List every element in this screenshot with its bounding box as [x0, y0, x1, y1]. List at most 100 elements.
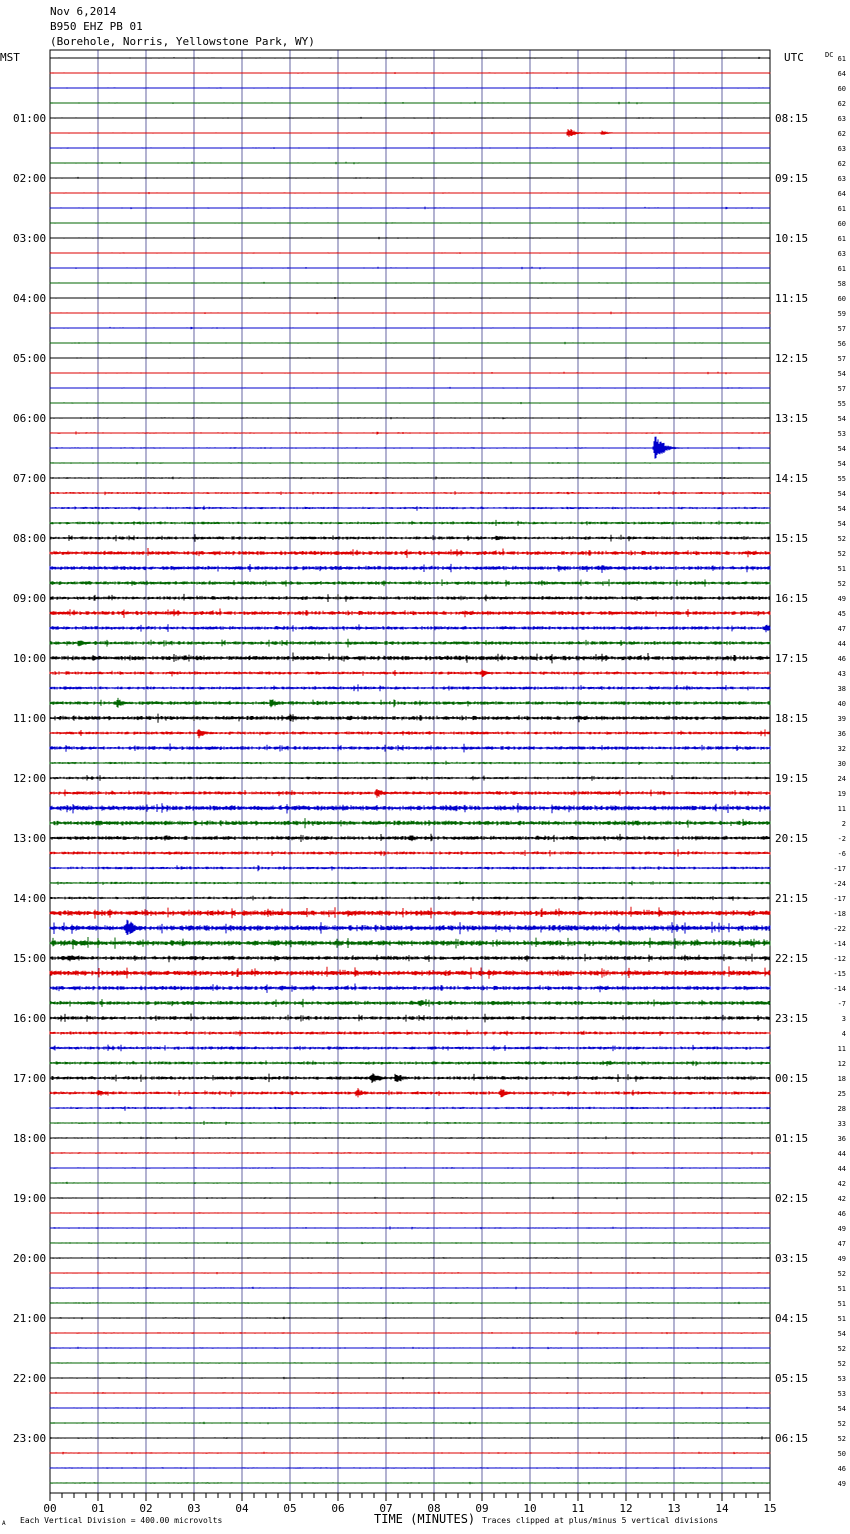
x-tick-label: 14 [715, 1502, 729, 1515]
dc-offset-value: 55 [838, 400, 846, 408]
dc-offset-value: 54 [838, 445, 846, 453]
clip-note: Traces clipped at plus/minus 5 vertical … [482, 1516, 718, 1525]
dc-offset-value: 36 [838, 730, 846, 738]
mst-hour-label: 21:00 [13, 1312, 46, 1325]
mst-hour-label: 07:00 [13, 472, 46, 485]
utc-hour-label: 12:15 [775, 352, 808, 365]
seismic-traces [49, 56, 771, 1485]
x-tick-label: 06 [331, 1502, 344, 1515]
utc-hour-label: 14:15 [775, 472, 808, 485]
dc-offset-value: 53 [838, 1375, 846, 1383]
dc-offset-value: 58 [838, 280, 846, 288]
dc-offset-value: -7 [838, 1000, 846, 1008]
mst-hour-label: 14:00 [13, 892, 46, 905]
dc-offset-value: 42 [838, 1195, 846, 1203]
dc-offset-value: 61 [838, 55, 846, 63]
utc-hour-label: 02:15 [775, 1192, 808, 1205]
corner-mark: A [2, 1520, 6, 1527]
dc-offset-value: -6 [838, 850, 846, 858]
dc-label: DC [825, 51, 833, 59]
dc-offset-value: 62 [838, 130, 846, 138]
dc-offset-value: 44 [838, 1150, 846, 1158]
utc-hour-label: 16:15 [775, 592, 808, 605]
dc-offset-value: 52 [838, 1435, 846, 1443]
dc-offset-value: 62 [838, 160, 846, 168]
dc-offset-value: 11 [838, 805, 846, 813]
header-date: Nov 6,2014 [50, 5, 117, 18]
dc-offset-value: 54 [838, 415, 846, 423]
dc-offset-value: 2 [842, 820, 846, 828]
mst-hour-label: 15:00 [13, 952, 46, 965]
utc-hour-label: 05:15 [775, 1372, 808, 1385]
x-tick-label: 10 [523, 1502, 536, 1515]
utc-hour-label: 08:15 [775, 112, 808, 125]
x-tick-label: 09 [475, 1502, 488, 1515]
x-tick-label: 07 [379, 1502, 392, 1515]
dc-offset-value: 51 [838, 1285, 846, 1293]
utc-hour-label: 20:15 [775, 832, 808, 845]
dc-offset-value: 19 [838, 790, 846, 798]
dc-offset-value: 30 [838, 760, 846, 768]
dc-offset-value: 56 [838, 340, 846, 348]
dc-offset-value: 49 [838, 1480, 846, 1488]
mst-hour-label: 03:00 [13, 232, 46, 245]
dc-offset-value: -12 [833, 955, 846, 963]
dc-offset-value: -15 [833, 970, 846, 978]
mst-hour-label: 08:00 [13, 532, 46, 545]
scale-note: Each Vertical Division = 400.00 microvol… [20, 1516, 222, 1525]
dc-offset-value: 63 [838, 250, 846, 258]
dc-offset-value: -17 [833, 865, 846, 873]
dc-offset-value: 63 [838, 145, 846, 153]
dc-offset-value: 49 [838, 1225, 846, 1233]
dc-offset-value: 61 [838, 235, 846, 243]
dc-offset-value: 12 [838, 1060, 846, 1068]
utc-hour-label: 22:15 [775, 952, 808, 965]
x-axis-ticks: 00 01 02 03 04 05 06 07 08 09 10 11 12 13 14 15 [43, 1493, 777, 1515]
dc-offset-value: 42 [838, 1180, 846, 1188]
dc-offset-value: 64 [838, 70, 846, 78]
mst-hour-label: 16:00 [13, 1012, 46, 1025]
utc-hour-label: 04:15 [775, 1312, 808, 1325]
dc-offset-value: 59 [838, 310, 846, 318]
dc-offset-value: 25 [838, 1090, 846, 1098]
utc-hour-label: 18:15 [775, 712, 808, 725]
x-tick-label: 00 [43, 1502, 56, 1515]
utc-hour-label: 21:15 [775, 892, 808, 905]
mst-hour-label: 22:00 [13, 1372, 46, 1385]
mst-hour-label: 23:00 [13, 1432, 46, 1445]
dc-offset-value: 49 [838, 595, 846, 603]
mst-hour-label: 05:00 [13, 352, 46, 365]
mst-hour-label: 20:00 [13, 1252, 46, 1265]
x-tick-label: 15 [763, 1502, 776, 1515]
x-tick-label: 08 [427, 1502, 440, 1515]
dc-offset-value: 53 [838, 430, 846, 438]
dc-offset-value: 54 [838, 370, 846, 378]
dc-offset-value: -18 [833, 910, 846, 918]
x-tick-label: 13 [667, 1502, 680, 1515]
x-tick-label: 02 [139, 1502, 152, 1515]
dc-offset-value: 51 [838, 1300, 846, 1308]
dc-offset-value: 55 [838, 475, 846, 483]
dc-offset-value: 63 [838, 175, 846, 183]
mst-hour-label: 19:00 [13, 1192, 46, 1205]
utc-hour-label: 23:15 [775, 1012, 808, 1025]
dc-offset-value: 18 [838, 1075, 846, 1083]
seismic-trace [49, 919, 771, 935]
mst-hour-label: 10:00 [13, 652, 46, 665]
dc-offset-value: -2 [838, 835, 846, 843]
mst-hour-label: 06:00 [13, 412, 46, 425]
dc-offset-value: 49 [838, 1255, 846, 1263]
dc-offset-value: 45 [838, 610, 846, 618]
dc-offset-value: 54 [838, 460, 846, 468]
dc-offset-value: 39 [838, 715, 846, 723]
dc-offset-value: 47 [838, 1240, 846, 1248]
dc-offset-value: 32 [838, 745, 846, 753]
x-tick-label: 05 [283, 1502, 296, 1515]
dc-offset-value: 28 [838, 1105, 846, 1113]
x-tick-label: 01 [91, 1502, 104, 1515]
utc-hour-label: 06:15 [775, 1432, 808, 1445]
dc-offset-value: 46 [838, 655, 846, 663]
dc-offset-value: 51 [838, 1315, 846, 1323]
dc-offset-value: 52 [838, 1360, 846, 1368]
axis-labels: MST UTC DC 01:00 02:00 03:00 04:00 05:00 06:0… [0, 51, 846, 1488]
